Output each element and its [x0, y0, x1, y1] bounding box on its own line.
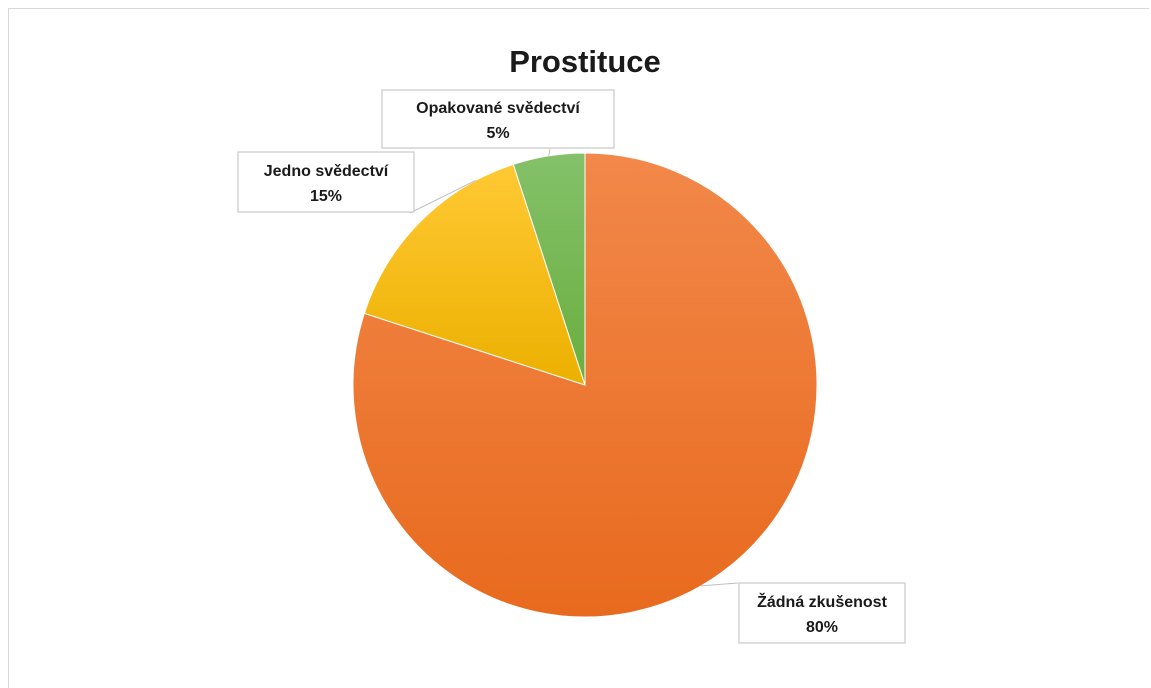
data-label-value-1: 80% — [806, 619, 838, 636]
leader-line-2 — [409, 179, 477, 214]
chart-frame — [8, 8, 1149, 688]
pie-slice-2 — [363, 163, 586, 386]
data-label-category-1: Žádná zkušenost — [757, 592, 887, 611]
data-label-category-3: Opakované svědectví — [416, 100, 580, 117]
chart-title: Prostituce — [509, 44, 661, 79]
data-label-category-2: Jedno svědectví — [264, 163, 389, 180]
pie-slice-3 — [512, 152, 586, 386]
data-label-box-1 — [738, 582, 906, 644]
data-labels: Žádná zkušenost 80% Jedno svědectví 15% Opak… — [237, 89, 906, 644]
pie-slices — [352, 152, 818, 618]
data-label-box-2 — [237, 151, 415, 213]
leader-line-3 — [548, 148, 551, 156]
leader-line-1 — [700, 582, 739, 587]
data-label-value-2: 15% — [310, 188, 342, 205]
data-label-box-3 — [381, 89, 615, 149]
data-label-value-3: 5% — [486, 125, 509, 142]
label-leaders — [409, 148, 739, 587]
